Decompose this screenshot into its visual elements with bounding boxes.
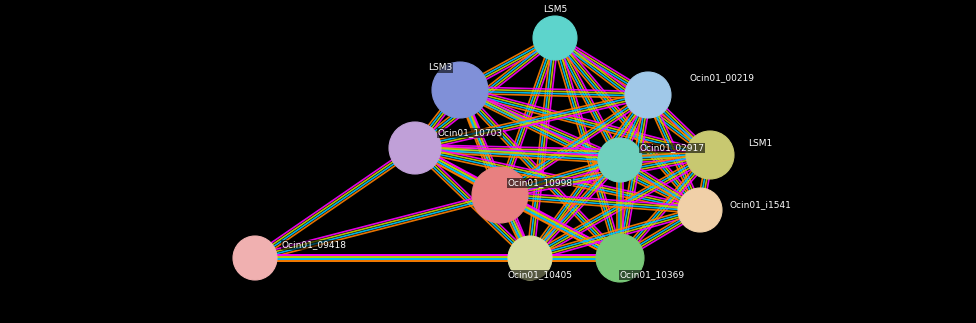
Circle shape	[686, 131, 734, 179]
Circle shape	[432, 62, 488, 118]
Text: Ocin01_10998: Ocin01_10998	[508, 179, 573, 187]
Circle shape	[389, 122, 441, 174]
Text: LSM3: LSM3	[427, 64, 452, 72]
Text: Ocin01_10405: Ocin01_10405	[508, 270, 573, 279]
Text: LSM1: LSM1	[748, 139, 772, 148]
Circle shape	[233, 236, 277, 280]
Circle shape	[472, 167, 528, 223]
Text: LSM5: LSM5	[543, 5, 567, 15]
Text: Ocin01_10369: Ocin01_10369	[620, 270, 684, 279]
Text: Ocin01_10703: Ocin01_10703	[437, 129, 503, 138]
Text: Ocin01_09418: Ocin01_09418	[281, 241, 346, 249]
Circle shape	[678, 188, 722, 232]
Circle shape	[598, 138, 642, 182]
Circle shape	[596, 234, 644, 282]
Circle shape	[533, 16, 577, 60]
Text: Ocin01_00219: Ocin01_00219	[689, 74, 754, 82]
Text: Ocin01_02917: Ocin01_02917	[639, 143, 705, 152]
Text: Ocin01_i1541: Ocin01_i1541	[729, 201, 791, 210]
Circle shape	[508, 236, 552, 280]
Circle shape	[625, 72, 671, 118]
